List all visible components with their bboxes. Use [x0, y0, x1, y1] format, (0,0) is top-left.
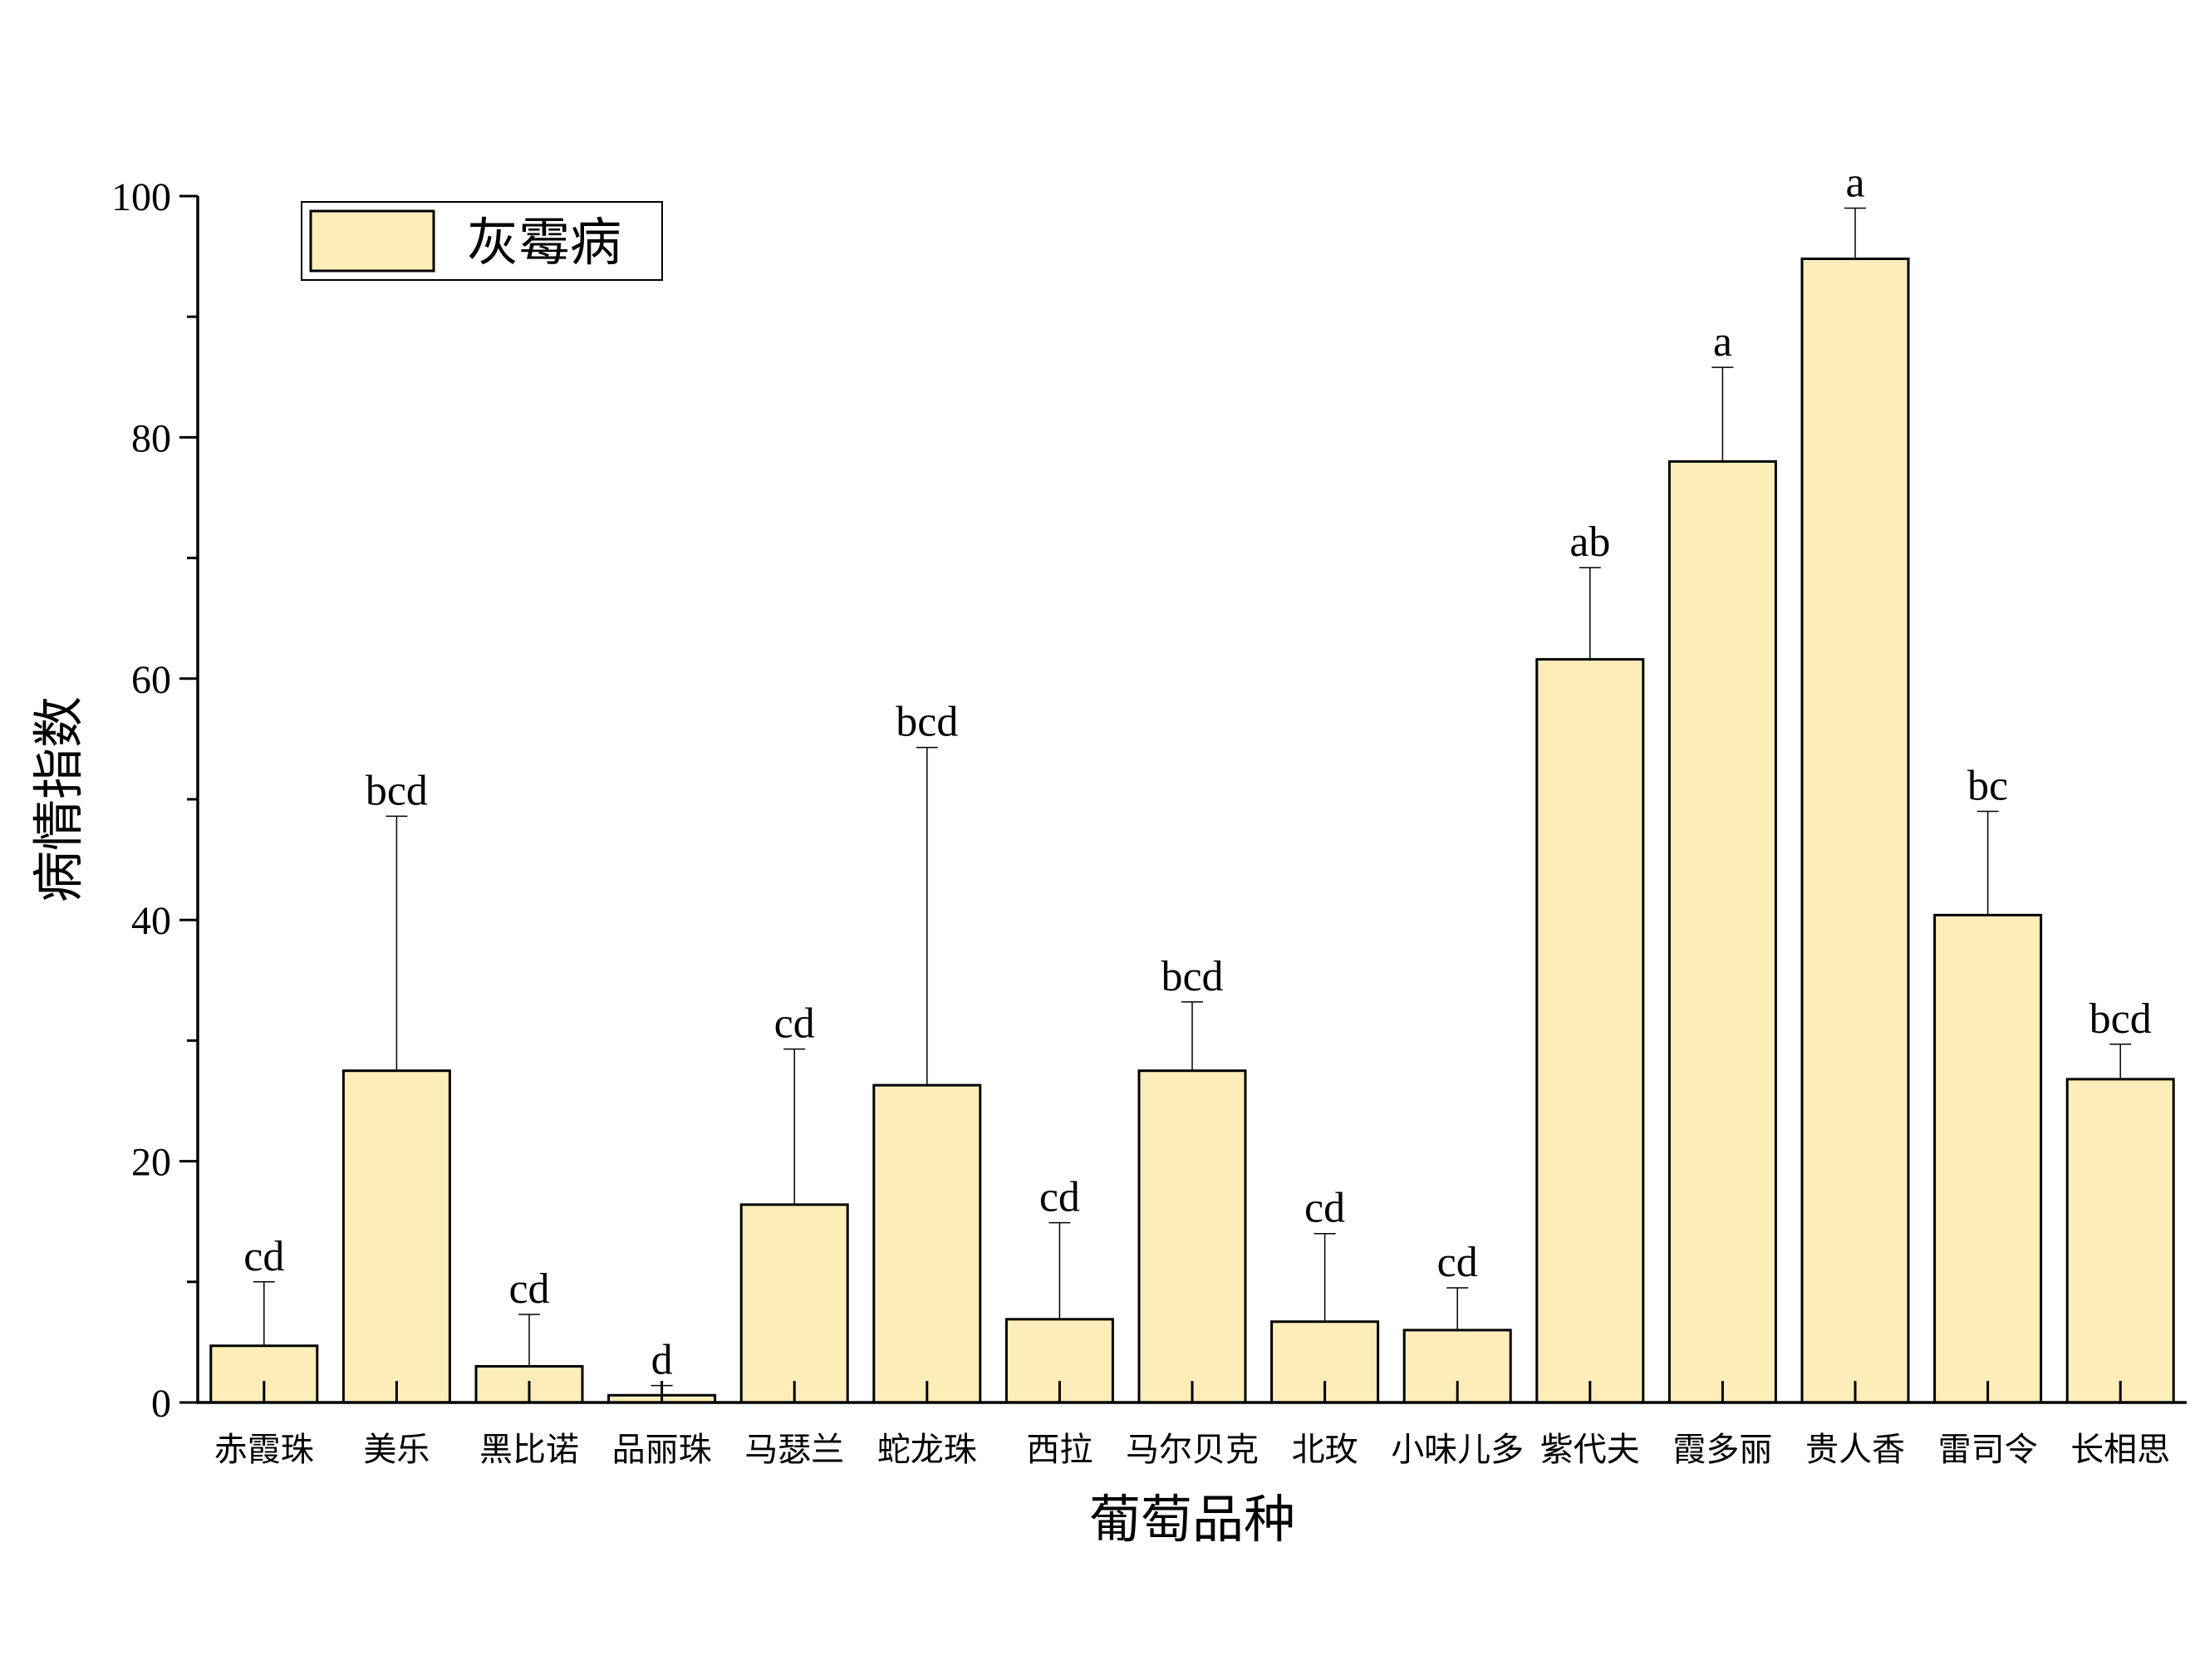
bars-layer	[209, 258, 2175, 1404]
x-tick-label: 马尔贝克	[1126, 1431, 1259, 1469]
y-tick-label: 60	[131, 658, 171, 702]
legend-swatch	[309, 209, 435, 273]
bar-11	[1535, 658, 1645, 1404]
x-tick-label: 贵人香	[1805, 1431, 1905, 1469]
x-tick-label: 美乐	[363, 1431, 430, 1469]
significance-label: cd	[1304, 1185, 1345, 1232]
bar-14	[1933, 913, 2043, 1404]
bar-5	[739, 1203, 849, 1404]
x-tick-label: 蛇龙珠	[877, 1431, 977, 1469]
bar-2	[341, 1069, 451, 1404]
x-tick-label: 赤霞珠	[214, 1431, 314, 1469]
significance-label: bc	[1967, 763, 2008, 810]
x-tick-label: 霞多丽	[1672, 1431, 1772, 1469]
y-tick-label: 40	[131, 899, 171, 943]
y-tick-label: 0	[151, 1382, 171, 1426]
legend: 灰霉病	[301, 201, 663, 281]
y-axis-title: 病情指数	[28, 696, 89, 902]
x-tick-label: 小味儿多	[1391, 1431, 1524, 1469]
x-tick-label: 品丽珠	[612, 1431, 712, 1469]
bar-13	[1800, 258, 1910, 1404]
labels-layer: cd 赤霞珠 bcd 美乐 cd 黑比诺 d 品丽珠 cd 马瑟兰 bcd 蛇龙珠 cd 西拉 bcd 马尔贝…	[28, 160, 2170, 1550]
significance-label: cd	[774, 1000, 815, 1048]
y-tick-label: 20	[131, 1141, 171, 1185]
x-tick-label: 雷司令	[1938, 1431, 2038, 1469]
significance-label: bcd	[366, 767, 428, 814]
significance-label: cd	[1039, 1174, 1080, 1221]
x-tick-label: 长相思	[2070, 1431, 2170, 1469]
significance-label: bcd	[896, 699, 958, 746]
x-tick-label: 西拉	[1026, 1431, 1093, 1469]
significance-label: cd	[1437, 1239, 1478, 1286]
legend-label: 灰霉病	[467, 212, 621, 273]
significance-label: d	[651, 1337, 673, 1384]
axes-layer	[179, 194, 2187, 1404]
error-bars-layer	[253, 207, 2132, 1396]
x-tick-label: 马瑟兰	[744, 1431, 844, 1469]
significance-label: bcd	[1161, 953, 1223, 1000]
significance-label: cd	[243, 1233, 284, 1280]
bar-12	[1667, 459, 1777, 1404]
x-tick-label: 紫代夫	[1540, 1431, 1640, 1469]
significance-label: a	[1713, 318, 1732, 366]
x-tick-label: 北玫	[1292, 1431, 1358, 1469]
x-axis-title: 葡萄品种	[1089, 1489, 1295, 1550]
y-tick-label: 80	[131, 416, 171, 460]
bar-8	[1137, 1069, 1247, 1404]
significance-label: a	[1845, 160, 1864, 207]
significance-label: bcd	[2089, 995, 2152, 1043]
y-tick-label: 100	[111, 175, 171, 219]
bar-6	[872, 1083, 982, 1404]
x-tick-label: 黑比诺	[479, 1431, 579, 1469]
significance-label: ab	[1569, 518, 1610, 566]
bar-15	[2065, 1078, 2175, 1404]
significance-label: cd	[508, 1265, 549, 1313]
